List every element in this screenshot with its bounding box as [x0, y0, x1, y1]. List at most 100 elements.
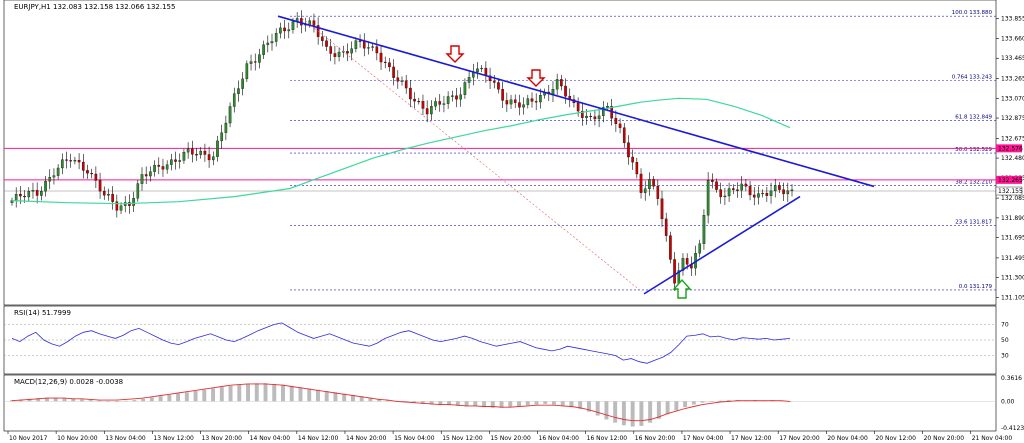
candle-body [224, 122, 228, 133]
candle-body [442, 103, 446, 105]
macd-histogram-bar [569, 401, 574, 408]
current-price-label: 132.155 [998, 188, 1023, 195]
macd-tick-label: 0.3616 [1001, 375, 1022, 382]
candle-body [446, 96, 450, 104]
macd-histogram-bar [97, 400, 102, 402]
candle-body [300, 18, 303, 26]
candle-body [711, 179, 714, 182]
candle-body [207, 154, 211, 161]
candle-body [291, 21, 295, 30]
candle-body [77, 160, 81, 163]
candle-body [736, 189, 739, 191]
candle-body [144, 174, 148, 177]
candle-body [86, 170, 89, 174]
macd-histogram-bar [62, 398, 67, 402]
candle-body [417, 101, 421, 103]
candle-body [346, 51, 349, 54]
price-tick-label: 133.465 [1001, 55, 1024, 62]
candle-body [576, 102, 580, 112]
candle-body [186, 148, 190, 153]
macd-histogram-bar [307, 388, 312, 402]
time-tick-label: 17 Nov 12:00 [731, 435, 772, 442]
candle-body [492, 80, 496, 83]
candle-body [522, 104, 525, 108]
fib-level-label: 0.764 133.243 [952, 75, 993, 81]
macd-histogram-bar [656, 401, 661, 419]
time-tick-label: 17 Nov 04:00 [683, 435, 724, 442]
candle-body [14, 193, 18, 201]
candle-body [182, 151, 186, 161]
moving-average-line [11, 97, 791, 205]
macd-histogram-bar [709, 401, 714, 402]
time-tick-label: 21 Nov 04:00 [972, 435, 1013, 442]
candle-body [337, 51, 341, 57]
candle-body [505, 100, 509, 105]
candle-body [606, 106, 609, 108]
candle-body [98, 180, 102, 192]
candle-body [153, 164, 156, 172]
candle-body [132, 198, 135, 206]
rsi-tick-label: 50 [1001, 337, 1009, 344]
candle-body [199, 150, 203, 155]
candle-body [94, 173, 98, 181]
candle-body [191, 148, 194, 155]
candle-body [778, 185, 781, 190]
candle-body [786, 190, 790, 195]
time-tick-label: 14 Nov 20:00 [346, 435, 387, 442]
macd-histogram-bar [298, 387, 303, 402]
candle-body [102, 191, 106, 196]
candle-body [203, 150, 207, 155]
time-tick-label: 15 Nov 12:00 [442, 435, 483, 442]
macd-histogram-bar [219, 387, 224, 402]
macd-histogram-bar [350, 394, 355, 402]
candle-body [287, 29, 291, 32]
candle-body [262, 44, 265, 55]
candle-body [467, 77, 471, 83]
fib-retracement-diagonal [301, 17, 643, 293]
macd-histogram-bar [79, 399, 84, 402]
macd-histogram-bar [482, 401, 487, 408]
candle-body [350, 48, 353, 54]
pink-level-tag [996, 144, 1022, 153]
candle-body [174, 159, 177, 162]
macd-histogram-bar [447, 401, 452, 406]
macd-histogram-bar [53, 397, 58, 402]
candle-body [740, 183, 743, 191]
candle-body [585, 115, 588, 118]
macd-histogram-bar [333, 392, 338, 402]
rsi-tick-label: 30 [1001, 353, 1009, 360]
macd-histogram-bar [464, 401, 469, 407]
macd-histogram-bar [106, 401, 111, 402]
uptrend-line [643, 195, 801, 295]
candle-body [614, 118, 618, 125]
price-tick-label: 131.495 [1001, 255, 1024, 262]
candle-body [178, 160, 182, 162]
macd-histogram-bar [27, 398, 32, 402]
price-tick-label: 131.300 [1001, 275, 1024, 282]
candle-body [790, 189, 794, 191]
macd-histogram-bar [272, 383, 277, 402]
candle-body [622, 127, 626, 143]
candle-body [656, 186, 660, 199]
candle-body [170, 159, 173, 165]
candle-body [773, 185, 777, 192]
candle-body [635, 162, 639, 175]
candle-body [228, 106, 232, 124]
candle-body [627, 142, 630, 158]
candle-body [388, 62, 391, 68]
macd-signal-line [11, 383, 791, 422]
candle-body [19, 193, 22, 197]
candle-body [258, 54, 261, 63]
candle-body [555, 79, 559, 90]
macd-histogram-bar [473, 401, 478, 407]
macd-histogram-bar [377, 398, 382, 402]
candle-body [354, 40, 358, 49]
macd-histogram-bar [184, 392, 189, 402]
candle-body [140, 174, 144, 184]
candle-body [752, 194, 756, 198]
time-tick-label: 13 Nov 12:00 [153, 435, 194, 442]
candle-body [392, 66, 395, 78]
candle-body [161, 166, 165, 170]
macd-histogram-bar [342, 393, 347, 402]
